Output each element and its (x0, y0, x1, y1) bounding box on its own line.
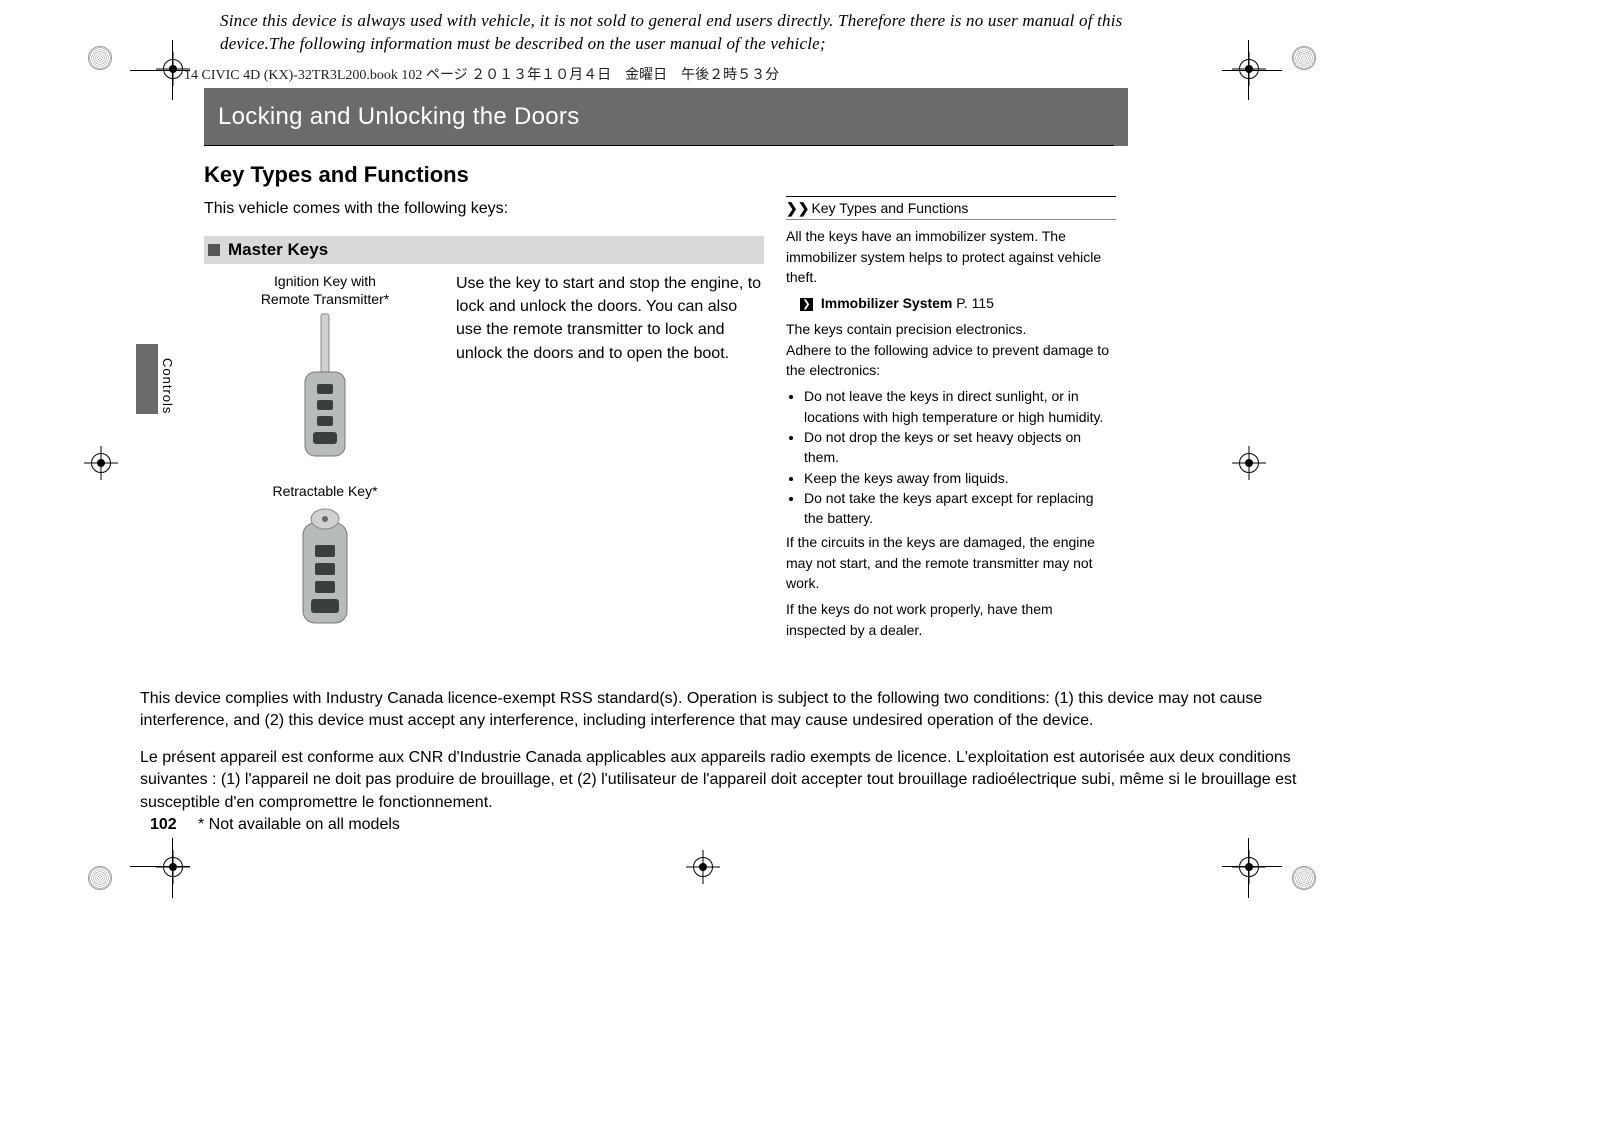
crop-line (172, 838, 173, 898)
chapter-title: Locking and Unlocking the Doors (218, 103, 580, 131)
compliance-fr: Le présent appareil est conforme aux CNR… (140, 747, 1350, 814)
intro-text: This vehicle comes with the following ke… (204, 200, 508, 218)
crop-line (1248, 40, 1249, 100)
sidebar-p3: If the circuits in the keys are damaged,… (786, 532, 1116, 593)
square-bullet-icon (208, 244, 220, 256)
key-illustration-column: Ignition Key with Remote Transmitter* Re… (210, 272, 440, 655)
crop-line (172, 40, 173, 100)
crop-target-icon (690, 854, 716, 880)
sidebar-p2b: Adhere to the following advice to preven… (786, 340, 1116, 381)
divider (204, 145, 1114, 146)
crop-line (1222, 866, 1282, 867)
crop-target-icon (160, 56, 186, 82)
footnote: * Not available on all models (198, 816, 400, 834)
thumb-tab (136, 344, 158, 414)
sidebar-bullets: Do not leave the keys in direct sunlight… (786, 386, 1116, 528)
xref-icon: ❯ (800, 298, 813, 311)
sidebar-p1: All the keys have an immobilizer system.… (786, 226, 1116, 287)
crop-target-icon (1236, 854, 1262, 880)
compliance-en: This device complies with Industry Canad… (140, 688, 1350, 733)
cross-reference: ❯ Immobilizer System P. 115 (800, 293, 1116, 313)
page-number: 102 (150, 816, 177, 834)
bullet-item: Keep the keys away from liquids. (804, 468, 1116, 488)
ignition-key-icon (295, 312, 355, 462)
section-title: Key Types and Functions (204, 162, 469, 188)
crop-target-icon (160, 854, 186, 880)
sidebar-p4: If the keys do not work properly, have t… (786, 599, 1116, 640)
key2-label: Retractable Key* (210, 482, 440, 500)
key1-label: Ignition Key with Remote Transmitter* (210, 272, 440, 308)
crop-line (130, 70, 190, 71)
printers-mark-icon (1292, 866, 1316, 890)
compliance-block: This device complies with Industry Canad… (140, 688, 1350, 828)
side-tab-label: Controls (160, 358, 175, 414)
crop-target-icon (1236, 56, 1262, 82)
subheading-bar: Master Keys (204, 236, 764, 264)
bullet-item: Do not leave the keys in direct sunlight… (804, 386, 1116, 427)
crop-line (130, 866, 190, 867)
sidebar-p2a: The keys contain precision electronics. (786, 319, 1116, 339)
crop-target-icon (1236, 450, 1262, 476)
book-metadata-line: 14 CIVIC 4D (KX)-32TR3L200.book 102 ページ … (184, 64, 779, 84)
bullet-item: Do not take the keys apart except for re… (804, 488, 1116, 529)
sidebar-header: ❯❯Key Types and Functions (786, 196, 1116, 220)
subheading-text: Master Keys (228, 240, 328, 260)
use-key-paragraph: Use the key to start and stop the engine… (456, 272, 766, 365)
crop-line (1248, 838, 1249, 898)
crop-target-icon (88, 450, 114, 476)
printers-mark-icon (88, 46, 112, 70)
printers-mark-icon (88, 866, 112, 890)
bullet-item: Do not drop the keys or set heavy object… (804, 427, 1116, 468)
retractable-key-icon (291, 505, 359, 635)
sidebar-info-box: ❯❯Key Types and Functions All the keys h… (786, 196, 1116, 646)
disclaimer-text: Since this device is always used with ve… (220, 10, 1140, 56)
chevron-icon: ❯❯ (786, 200, 809, 216)
printers-mark-icon (1292, 46, 1316, 70)
crop-line (1222, 70, 1282, 71)
chapter-title-bar: Locking and Unlocking the Doors (204, 88, 1128, 146)
